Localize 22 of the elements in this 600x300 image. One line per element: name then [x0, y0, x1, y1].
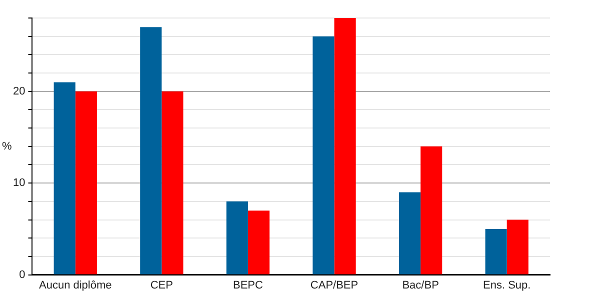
bar: [485, 228, 507, 274]
bar: [506, 220, 528, 274]
bar: [398, 192, 421, 274]
x-tick-label: CAP/BEP: [310, 279, 358, 292]
bar: [54, 82, 76, 274]
y-axis-title: %: [2, 140, 12, 152]
x-tick-label: BEPC: [232, 279, 263, 292]
bar: [162, 91, 184, 274]
x-tick-label: Bac/BP: [402, 279, 439, 292]
x-tick-label: Aucun diplôme: [38, 279, 112, 292]
bar: [140, 27, 162, 274]
y-tick-label: 10: [12, 177, 26, 190]
y-tick-label: 20: [12, 85, 26, 98]
bar: [334, 18, 356, 274]
bar: [248, 210, 270, 274]
bar: [420, 146, 442, 274]
bar: [75, 91, 97, 274]
bar: [226, 201, 248, 274]
y-tick-label: 0: [19, 268, 26, 281]
x-tick-label: CEP: [150, 279, 173, 292]
x-tick-label: Ens. Sup.: [483, 279, 531, 292]
bar: [312, 36, 334, 274]
